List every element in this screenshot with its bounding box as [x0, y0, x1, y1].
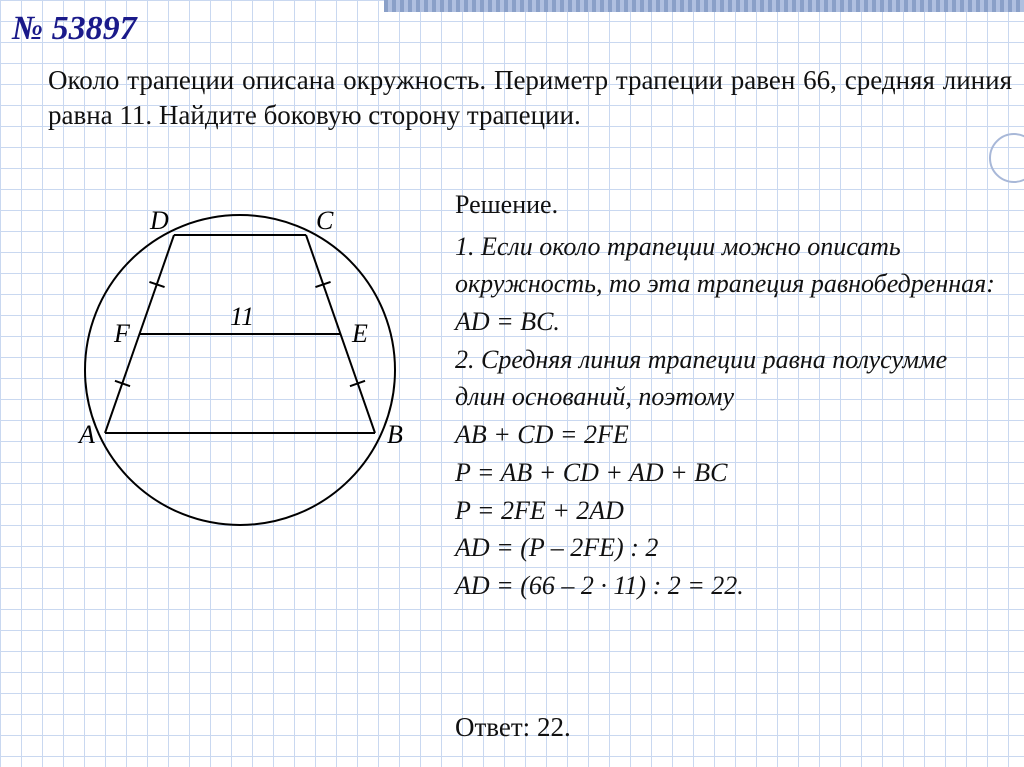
solution-step2-text: 2. Средняя линия трапеции равна полусумм… [455, 341, 1004, 416]
solution-step1-text: 1. Если около трапеции можно описать окр… [455, 228, 1004, 303]
svg-text:C: C [316, 206, 334, 235]
solution-step1-eq: AD = BC. [455, 303, 1004, 341]
decor-top-strip [384, 0, 1024, 12]
svg-text:D: D [149, 206, 169, 235]
svg-text:B: B [387, 420, 403, 449]
solution-eq5: AD = (66 – 2 · 11) : 2 = 22. [455, 567, 1004, 605]
solution-eq4: AD = (P – 2FE) : 2 [455, 529, 1004, 567]
solution-block: Решение. 1. Если около трапеции можно оп… [455, 186, 1004, 605]
svg-text:F: F [113, 319, 131, 348]
svg-text:A: A [77, 420, 95, 449]
problem-number: № 53897 [12, 10, 137, 48]
problem-statement: Около трапеции описана окружность. Перим… [48, 63, 1012, 133]
geometry-diagram: 11 A B C D F E [40, 175, 440, 535]
answer: Ответ: 22. [455, 712, 571, 743]
svg-text:11: 11 [230, 302, 254, 331]
solution-eq1: AB + CD = 2FE [455, 416, 1004, 454]
svg-text:E: E [351, 319, 368, 348]
solution-eq3: P = 2FE + 2AD [455, 492, 1004, 530]
answer-value: 22. [537, 712, 571, 742]
answer-label: Ответ: [455, 712, 530, 742]
solution-eq2: P = AB + CD + AD + BC [455, 454, 1004, 492]
solution-header: Решение. [455, 186, 1004, 224]
